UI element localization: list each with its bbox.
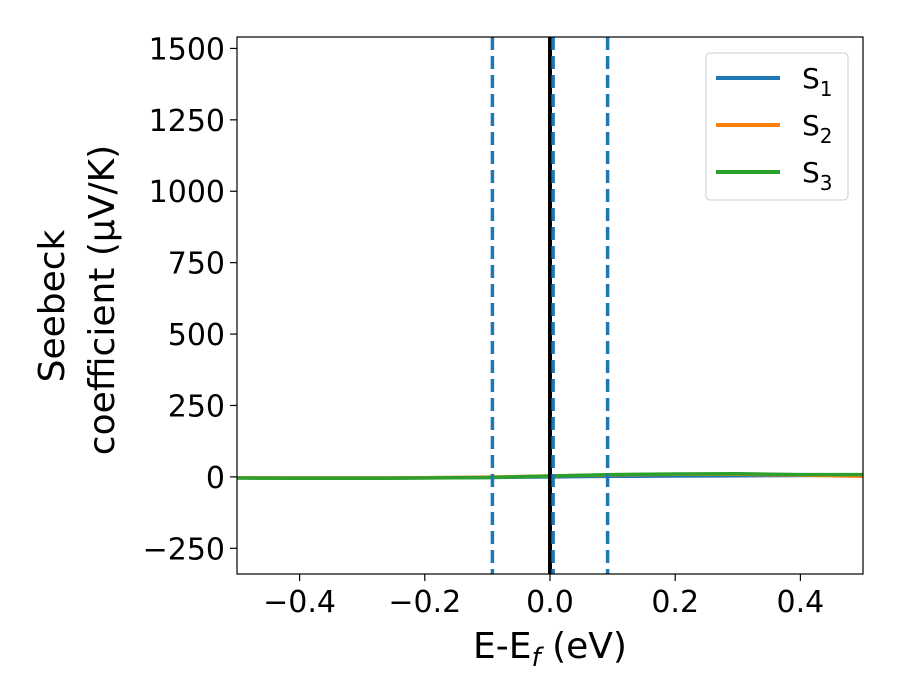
legend-label-2: S2 bbox=[802, 109, 833, 148]
y-tick-label: 1500 bbox=[149, 32, 225, 67]
y-tick-label: 500 bbox=[168, 318, 225, 353]
legend-label-1: S1 bbox=[802, 62, 833, 101]
x-tick-label: −0.4 bbox=[263, 585, 336, 620]
legend: S1 S2 S3 bbox=[705, 52, 849, 201]
legend-label-3: S3 bbox=[802, 156, 833, 195]
x-axis-label-unit: (eV) bbox=[541, 626, 627, 667]
x-axis-label-main: E-E bbox=[473, 626, 531, 667]
y-tick-label: −250 bbox=[143, 532, 225, 567]
y-tick-label: 0 bbox=[206, 461, 225, 496]
y-tick-label: 750 bbox=[168, 247, 225, 282]
x-tick-label: 0.0 bbox=[526, 585, 574, 620]
y-axis-label: Seebeck coefficient (μV/K) bbox=[32, 145, 123, 455]
vertical-lines-layer bbox=[490, 37, 610, 574]
y-tick-label: 1000 bbox=[149, 175, 225, 210]
y-axis-label-line1: Seebeck bbox=[32, 229, 73, 382]
x-tick-label: 0.4 bbox=[777, 585, 825, 620]
y-tick-label: 1250 bbox=[149, 104, 225, 139]
x-tick-label: −0.2 bbox=[388, 585, 461, 620]
legend-items: S1 S2 S3 bbox=[716, 62, 833, 195]
x-axis-label: E-Ef (eV) bbox=[473, 626, 627, 673]
x-tick-label: 0.2 bbox=[651, 585, 699, 620]
y-ticks: −250 0 250 500 750 1000 1250 1500 bbox=[143, 32, 237, 567]
y-axis-label-line2: coefficient (μV/K) bbox=[82, 145, 123, 455]
y-tick-label: 250 bbox=[168, 389, 225, 424]
x-ticks: −0.4 −0.2 0.0 0.2 0.4 bbox=[263, 574, 824, 620]
